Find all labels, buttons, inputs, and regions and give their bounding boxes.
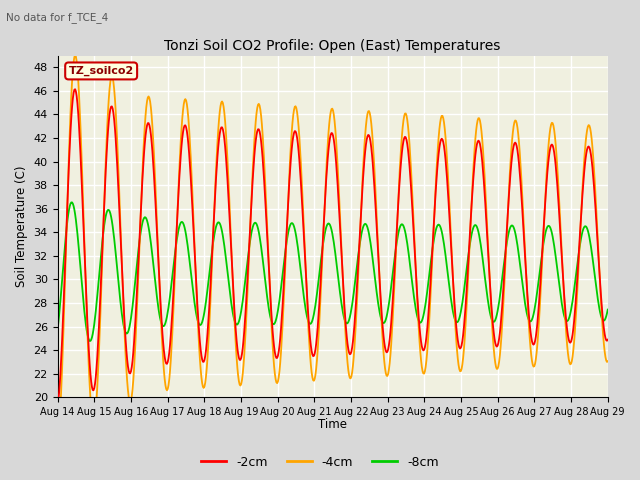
- -8cm: [604, 307, 612, 312]
- Text: No data for f_TCE_4: No data for f_TCE_4: [6, 12, 109, 23]
- -8cm: [417, 319, 425, 325]
- -2cm: [417, 332, 424, 338]
- -2cm: [206, 294, 214, 300]
- -2cm: [63, 197, 71, 203]
- -2cm: [604, 337, 612, 343]
- -4cm: [177, 139, 184, 144]
- -4cm: [206, 312, 214, 318]
- -4cm: [71, 52, 79, 58]
- -4cm: [54, 439, 61, 445]
- -4cm: [604, 359, 612, 364]
- -4cm: [417, 348, 424, 354]
- Line: -2cm: -2cm: [58, 89, 608, 406]
- -8cm: [54, 327, 61, 333]
- Line: -8cm: -8cm: [58, 203, 608, 341]
- -2cm: [121, 325, 129, 331]
- -2cm: [401, 135, 408, 141]
- -4cm: [63, 196, 71, 202]
- -4cm: [401, 113, 408, 119]
- -8cm: [122, 330, 129, 336]
- -8cm: [67, 200, 75, 205]
- Y-axis label: Soil Temperature (C): Soil Temperature (C): [15, 166, 28, 287]
- -2cm: [54, 403, 61, 408]
- Text: TZ_soilco2: TZ_soilco2: [68, 66, 134, 76]
- Title: Tonzi Soil CO2 Profile: Open (East) Temperatures: Tonzi Soil CO2 Profile: Open (East) Temp…: [164, 39, 501, 53]
- -8cm: [86, 338, 93, 344]
- Line: -4cm: -4cm: [58, 55, 608, 442]
- -2cm: [177, 153, 184, 159]
- X-axis label: Time: Time: [318, 419, 347, 432]
- Legend: -2cm, -4cm, -8cm: -2cm, -4cm, -8cm: [196, 451, 444, 474]
- -8cm: [401, 228, 409, 234]
- -2cm: [71, 86, 79, 92]
- -8cm: [63, 217, 71, 223]
- -4cm: [121, 337, 129, 343]
- -8cm: [207, 260, 214, 265]
- -8cm: [178, 219, 186, 225]
